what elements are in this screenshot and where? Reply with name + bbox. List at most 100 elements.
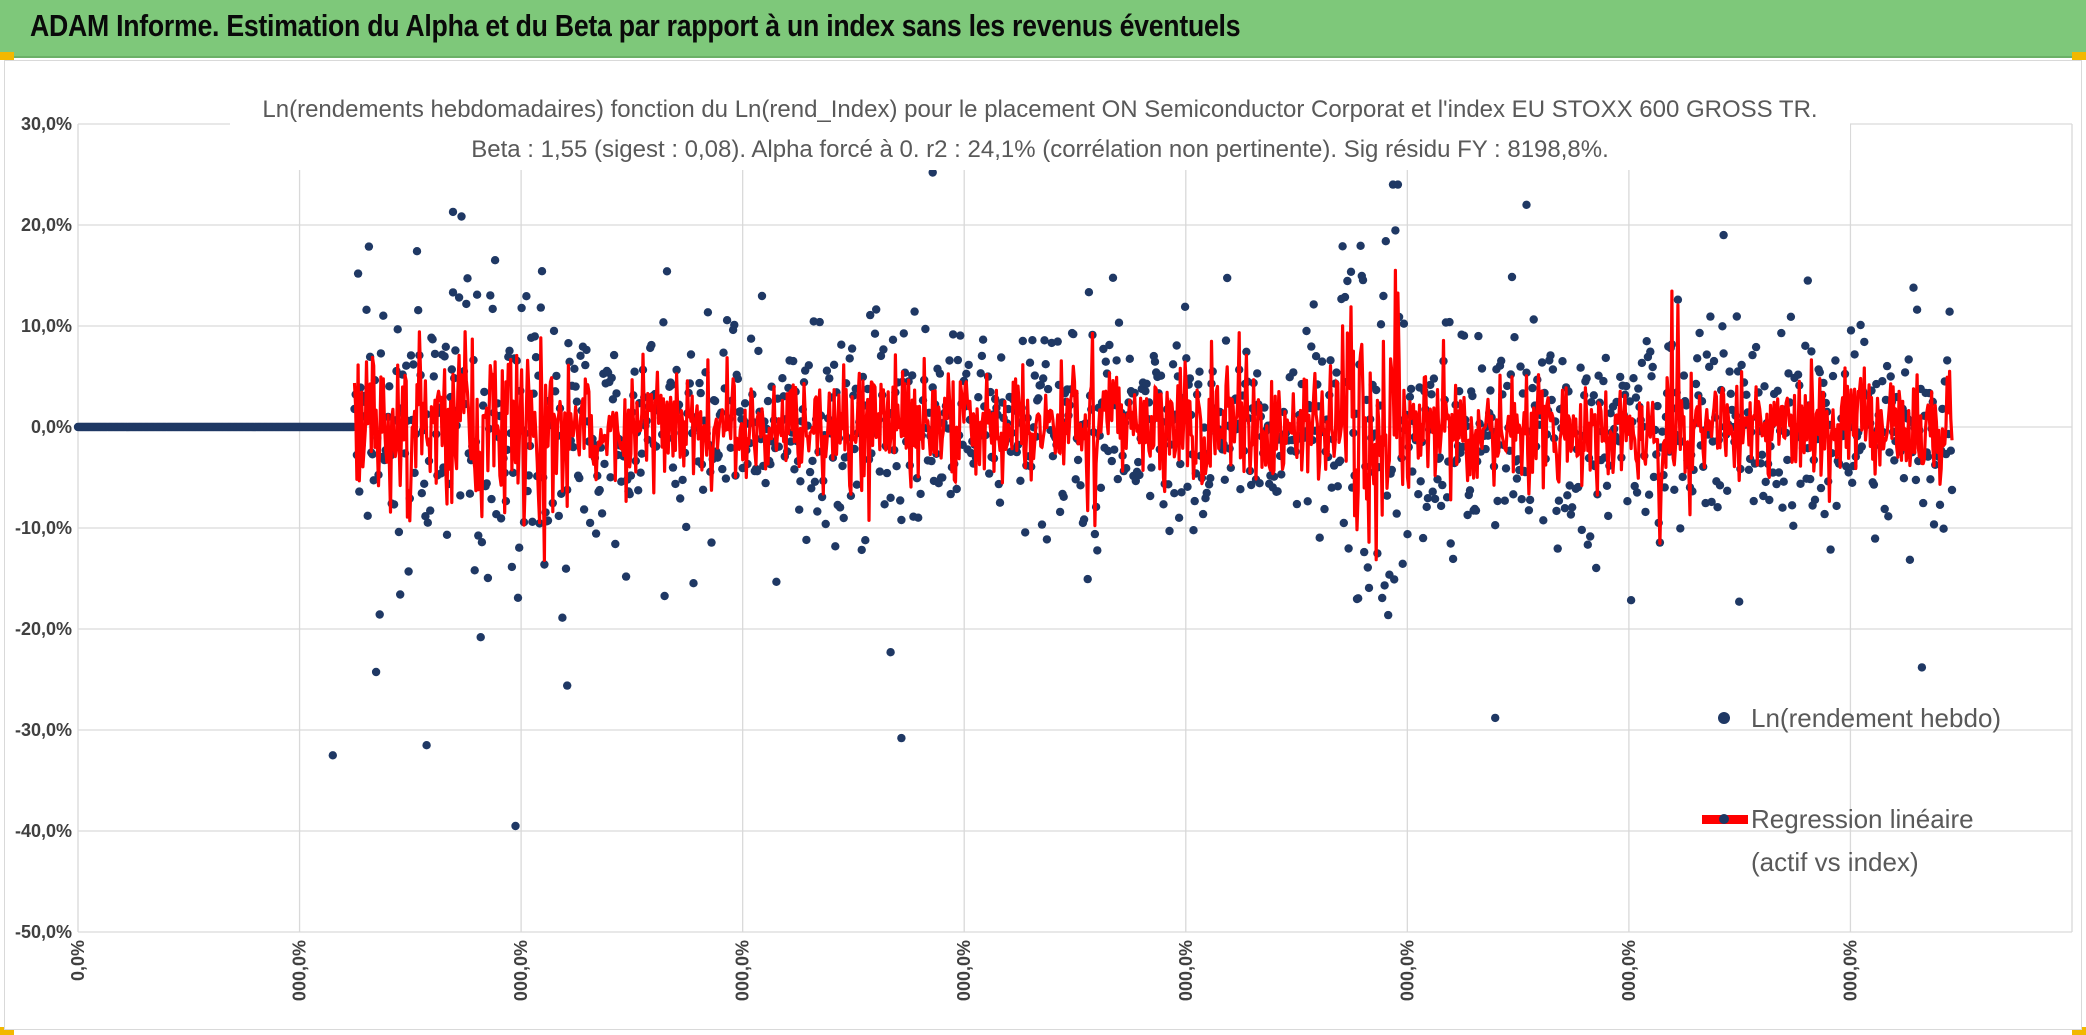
- data-point: [910, 307, 919, 316]
- data-point: [892, 462, 901, 471]
- y-tick-label: 10,0%: [21, 316, 72, 336]
- data-point: [1860, 337, 1869, 347]
- data-point: [1503, 381, 1512, 391]
- data-point: [1336, 456, 1345, 465]
- data-point: [1346, 267, 1356, 276]
- data-point: [1418, 533, 1428, 543]
- data-point: [1039, 374, 1048, 383]
- data-point: [726, 443, 735, 452]
- legend-label-line-2: (actif vs index): [1751, 847, 1919, 877]
- data-point: [564, 339, 573, 348]
- data-point: [1429, 374, 1439, 383]
- data-point: [630, 367, 639, 376]
- y-tick-label: 20,0%: [21, 215, 72, 235]
- data-point: [1427, 390, 1436, 399]
- data-point: [606, 473, 615, 482]
- data-point: [1463, 510, 1472, 520]
- data-point: [795, 505, 804, 514]
- data-point: [621, 572, 631, 581]
- chart-frame: [4, 60, 2082, 1030]
- data-point: [1034, 394, 1043, 403]
- data-point: [761, 478, 770, 488]
- data-point: [483, 573, 493, 583]
- data-point: [1869, 480, 1879, 489]
- data-point: [515, 543, 524, 552]
- data-point-outlier: [563, 681, 572, 690]
- data-point: [1602, 481, 1612, 490]
- data-point: [870, 329, 880, 338]
- data-point: [896, 496, 905, 505]
- data-point: [1465, 486, 1475, 495]
- data-point: [1221, 336, 1231, 345]
- data-point: [1422, 502, 1431, 512]
- data-point: [1302, 326, 1311, 336]
- data-point: [371, 667, 381, 677]
- x-tick-label: 000,0%: [733, 940, 753, 1001]
- data-point: [430, 349, 440, 359]
- data-point: [362, 305, 371, 314]
- data-point: [1706, 312, 1715, 321]
- data-point: [1760, 382, 1769, 391]
- data-point: [1735, 597, 1744, 606]
- data-point: [852, 480, 862, 489]
- data-point: [1947, 485, 1957, 495]
- data-point: [379, 311, 388, 320]
- corner-accent-tr: [2072, 52, 2086, 60]
- data-point: [1912, 305, 1922, 314]
- data-point: [1642, 337, 1651, 346]
- data-point: [1392, 509, 1401, 518]
- data-point: [421, 512, 430, 521]
- data-point: [1846, 326, 1856, 335]
- data-point: [1945, 307, 1954, 316]
- data-point: [1315, 533, 1324, 542]
- y-tick-label: 0,0%: [31, 417, 72, 437]
- data-point: [1391, 226, 1400, 235]
- data-point: [393, 325, 402, 334]
- data-point: [1807, 347, 1816, 356]
- data-point: [1477, 364, 1487, 373]
- y-tick-label: 30,0%: [21, 114, 72, 134]
- data-point: [1553, 544, 1562, 553]
- data-point: [1165, 526, 1174, 536]
- data-point: [440, 352, 449, 361]
- data-point: [1195, 367, 1204, 376]
- data-point: [595, 485, 604, 495]
- data-point: [369, 476, 378, 485]
- data-point: [597, 509, 607, 518]
- data-point-outlier: [897, 733, 906, 743]
- data-point: [1099, 344, 1108, 354]
- data-point: [1486, 386, 1495, 395]
- data-point: [1414, 490, 1423, 499]
- data-point: [1705, 362, 1714, 371]
- data-point: [1787, 501, 1797, 510]
- data-point: [1028, 336, 1037, 345]
- data-point: [1909, 283, 1918, 292]
- data-point-outlier: [1803, 276, 1813, 285]
- data-point: [696, 388, 705, 398]
- data-point: [1938, 404, 1947, 414]
- data-point: [927, 456, 936, 466]
- x-tick-label: 000,0%: [1840, 940, 1860, 1001]
- data-point: [1354, 594, 1363, 603]
- data-point: [505, 346, 514, 355]
- data-point: [805, 467, 815, 477]
- y-tick-label: -50,0%: [15, 922, 72, 942]
- data-point: [1190, 496, 1199, 506]
- series-regression: [352, 268, 1954, 562]
- legend: Ln(rendement hebdo) Regression linéaire …: [1702, 703, 2001, 877]
- data-point: [1899, 474, 1909, 483]
- data-point: [1358, 275, 1368, 285]
- data-point: [1406, 384, 1416, 394]
- data-point: [480, 387, 489, 397]
- data-point: [1649, 472, 1659, 482]
- data-point: [476, 633, 485, 642]
- data-point: [746, 334, 756, 343]
- data-point: [1566, 510, 1576, 519]
- data-point: [1524, 506, 1534, 515]
- data-point: [1435, 453, 1445, 462]
- data-point: [703, 308, 713, 317]
- data-point: [710, 396, 720, 406]
- data-point: [1742, 390, 1751, 399]
- data-point: [1943, 356, 1952, 365]
- data-point: [1223, 273, 1232, 283]
